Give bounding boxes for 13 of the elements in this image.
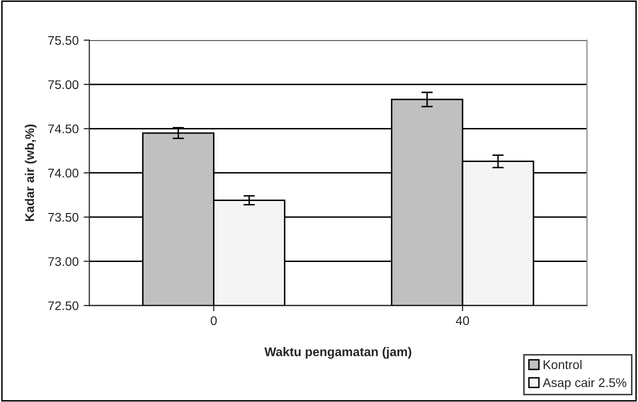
- x-axis-title: Waktu pengamatan (jam): [264, 347, 412, 359]
- y-tick-label: 75.00: [48, 80, 78, 90]
- y-tick-label: 72.50: [48, 301, 78, 310]
- y-axis-title: Kadar air (wb,%): [24, 124, 37, 221]
- legend-label: Kontrol: [544, 360, 582, 370]
- y-tick-label: 73.00: [48, 257, 78, 266]
- y-tick-label: 74.50: [48, 124, 78, 134]
- y-tick-label: 74.00: [48, 168, 78, 178]
- x-tick-label: 40: [456, 316, 470, 326]
- legend-label: Asap cair 2.5%: [542, 378, 626, 390]
- y-tick-label: 73.50: [48, 212, 78, 222]
- y-tick-label: 75.50: [48, 36, 78, 45]
- x-tick-label: 0: [210, 316, 217, 326]
